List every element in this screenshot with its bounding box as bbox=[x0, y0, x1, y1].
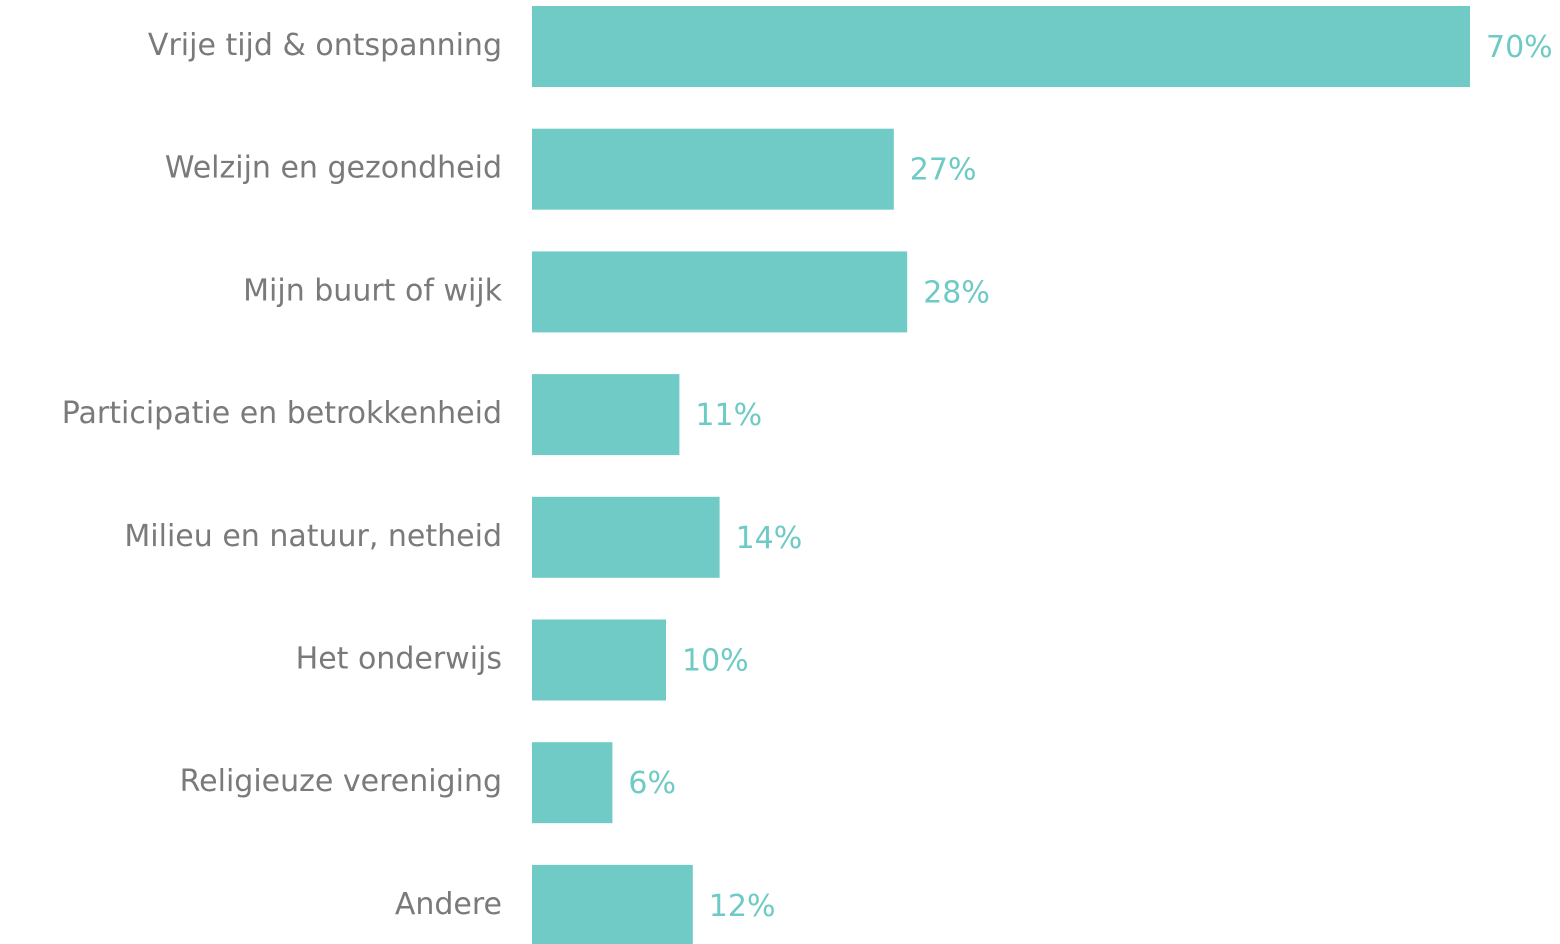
bar bbox=[532, 864, 693, 944]
value-label: 70% bbox=[1486, 30, 1553, 65]
bar bbox=[532, 742, 613, 824]
bar bbox=[532, 128, 894, 210]
value-label: 12% bbox=[709, 889, 776, 924]
value-label: 10% bbox=[682, 644, 749, 679]
value-label: 14% bbox=[736, 521, 803, 556]
category-label: Milieu en natuur, netheid bbox=[124, 519, 502, 554]
category-label: Andere bbox=[395, 887, 502, 922]
value-label: 28% bbox=[923, 275, 990, 310]
bar bbox=[532, 6, 1470, 87]
category-label: Mijn buurt of wijk bbox=[243, 273, 502, 308]
bar bbox=[532, 374, 680, 456]
category-label: Participatie en betrokkenheid bbox=[62, 396, 502, 431]
bar bbox=[532, 619, 666, 701]
value-label: 27% bbox=[910, 153, 977, 188]
category-label: Religieuze vereniging bbox=[180, 764, 502, 799]
value-label: 6% bbox=[628, 766, 676, 801]
category-label: Het onderwijs bbox=[296, 642, 502, 677]
value-label: 11% bbox=[695, 398, 762, 433]
bar bbox=[532, 496, 720, 578]
category-label: Welzijn en gezondheid bbox=[165, 151, 502, 186]
category-label: Vrije tijd & ontspanning bbox=[148, 28, 502, 63]
bar bbox=[532, 251, 908, 333]
